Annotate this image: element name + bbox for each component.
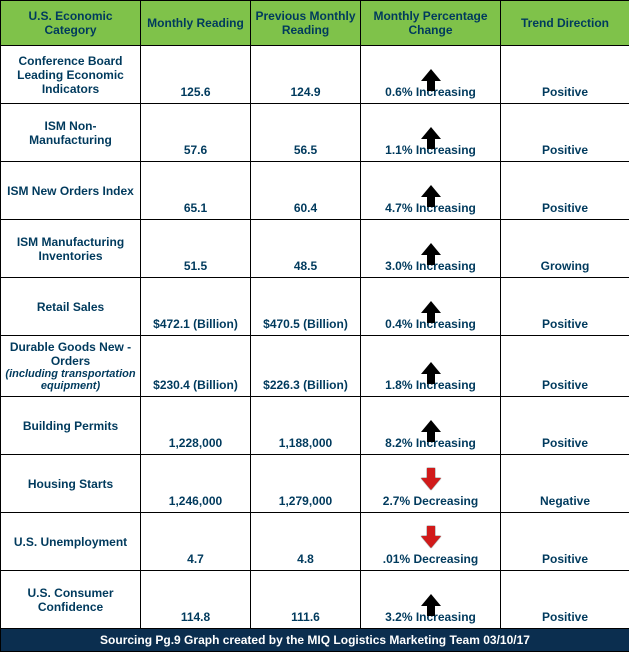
category-label: ISM Non-Manufacturing [5, 119, 136, 147]
economic-indicators-table: U.S. Economic Category Monthly Reading P… [0, 0, 629, 652]
table-row: U.S. Unemployment 4.74.8 .01% Decreasing Po… [1, 513, 629, 571]
cell-category: U.S. Consumer Confidence [1, 571, 141, 629]
cell-previous: $226.3 (Billion) [251, 336, 361, 397]
category-label: ISM Manufacturing Inventories [5, 235, 136, 263]
category-label: ISM New Orders Index [5, 184, 136, 198]
cell-trend: Positive [501, 162, 629, 220]
arrow-up-icon [421, 127, 441, 139]
arrow-up-icon [421, 594, 441, 606]
arrow-up-icon [421, 69, 441, 81]
col-trend: Trend Direction [501, 1, 629, 46]
cell-change: .01% Decreasing [361, 513, 501, 571]
cell-change: 3.0% Increasing [361, 220, 501, 278]
cell-category: Retail Sales [1, 278, 141, 336]
category-label: Building Permits [5, 419, 136, 433]
cell-monthly: $472.1 (Billion) [141, 278, 251, 336]
table-row: ISM Manufacturing Inventories51.548.53.0… [1, 220, 629, 278]
cell-change: 2.7% Decreasing [361, 455, 501, 513]
cell-monthly: 1,246,000 [141, 455, 251, 513]
table-body: Conference Board Leading Economic Indica… [1, 46, 629, 629]
cell-previous: 4.8 [251, 513, 361, 571]
cell-trend: Negative [501, 455, 629, 513]
table-row: ISM New Orders Index 65.160.44.7% Increas… [1, 162, 629, 220]
cell-change: 1.1% Increasing [361, 104, 501, 162]
arrow-up-icon [421, 243, 441, 255]
arrow-up-icon [421, 301, 441, 313]
category-label: Durable Goods New -Orders [5, 340, 136, 368]
cell-trend: Positive [501, 397, 629, 455]
cell-previous: 1,188,000 [251, 397, 361, 455]
category-label: Housing Starts [5, 477, 136, 491]
arrow-down-icon [421, 478, 441, 490]
cell-change: 0.6% Increasing [361, 46, 501, 104]
cell-change: 4.7% Increasing [361, 162, 501, 220]
cell-previous: 1,279,000 [251, 455, 361, 513]
table-row: U.S. Consumer Confidence114.8111.63.2% I… [1, 571, 629, 629]
cell-previous: 56.5 [251, 104, 361, 162]
cell-monthly: 4.7 [141, 513, 251, 571]
category-note: (including transportation equipment) [5, 368, 136, 392]
table-row: Housing Starts 1,246,0001,279,000 2.7% Dec… [1, 455, 629, 513]
change-text: 2.7% Decreasing [383, 494, 478, 508]
cell-trend: Growing [501, 220, 629, 278]
category-label: Conference Board Leading Economic Indica… [5, 54, 136, 96]
category-label: U.S. Unemployment [5, 535, 136, 549]
table-row: ISM Non-Manufacturing57.656.51.1% Increa… [1, 104, 629, 162]
cell-trend: Positive [501, 336, 629, 397]
cell-category: Conference Board Leading Economic Indica… [1, 46, 141, 104]
change-text: .01% Decreasing [383, 552, 478, 566]
table-row: Durable Goods New -Orders(including tran… [1, 336, 629, 397]
cell-change: 8.2% Increasing [361, 397, 501, 455]
cell-monthly: $230.4 (Billion) [141, 336, 251, 397]
cell-monthly: 57.6 [141, 104, 251, 162]
arrow-down-icon [421, 536, 441, 548]
footer-row: Sourcing Pg.9 Graph created by the MIQ L… [1, 629, 629, 652]
cell-monthly: 114.8 [141, 571, 251, 629]
category-label: U.S. Consumer Confidence [5, 586, 136, 614]
table-row: Conference Board Leading Economic Indica… [1, 46, 629, 104]
cell-previous: $470.5 (Billion) [251, 278, 361, 336]
cell-trend: Positive [501, 46, 629, 104]
cell-trend: Positive [501, 278, 629, 336]
cell-monthly: 1,228,000 [141, 397, 251, 455]
cell-category: U.S. Unemployment [1, 513, 141, 571]
arrow-up-icon [421, 420, 441, 432]
col-category: U.S. Economic Category [1, 1, 141, 46]
cell-category: ISM New Orders Index [1, 162, 141, 220]
cell-category: ISM Manufacturing Inventories [1, 220, 141, 278]
col-change: Monthly Percentage Change [361, 1, 501, 46]
cell-trend: Positive [501, 571, 629, 629]
cell-category: ISM Non-Manufacturing [1, 104, 141, 162]
table-row: Building Permits 1,228,0001,188,0008.2% I… [1, 397, 629, 455]
cell-previous: 124.9 [251, 46, 361, 104]
cell-monthly: 51.5 [141, 220, 251, 278]
arrow-up-icon [421, 185, 441, 197]
cell-category: Building Permits [1, 397, 141, 455]
col-previous: Previous Monthly Reading [251, 1, 361, 46]
col-monthly: Monthly Reading [141, 1, 251, 46]
cell-previous: 48.5 [251, 220, 361, 278]
cell-monthly: 125.6 [141, 46, 251, 104]
footer-text: Sourcing Pg.9 Graph created by the MIQ L… [1, 629, 629, 652]
cell-category: Housing Starts [1, 455, 141, 513]
table-header: U.S. Economic Category Monthly Reading P… [1, 1, 629, 46]
cell-previous: 60.4 [251, 162, 361, 220]
cell-change: 0.4% Increasing [361, 278, 501, 336]
cell-monthly: 65.1 [141, 162, 251, 220]
cell-previous: 111.6 [251, 571, 361, 629]
arrow-up-icon [421, 362, 441, 374]
cell-trend: Positive [501, 513, 629, 571]
cell-change: 3.2% Increasing [361, 571, 501, 629]
table-row: Retail Sales $472.1 (Billion)$470.5 (Bill… [1, 278, 629, 336]
cell-change: 1.8% Increasing [361, 336, 501, 397]
cell-trend: Positive [501, 104, 629, 162]
cell-category: Durable Goods New -Orders(including tran… [1, 336, 141, 397]
category-label: Retail Sales [5, 300, 136, 314]
